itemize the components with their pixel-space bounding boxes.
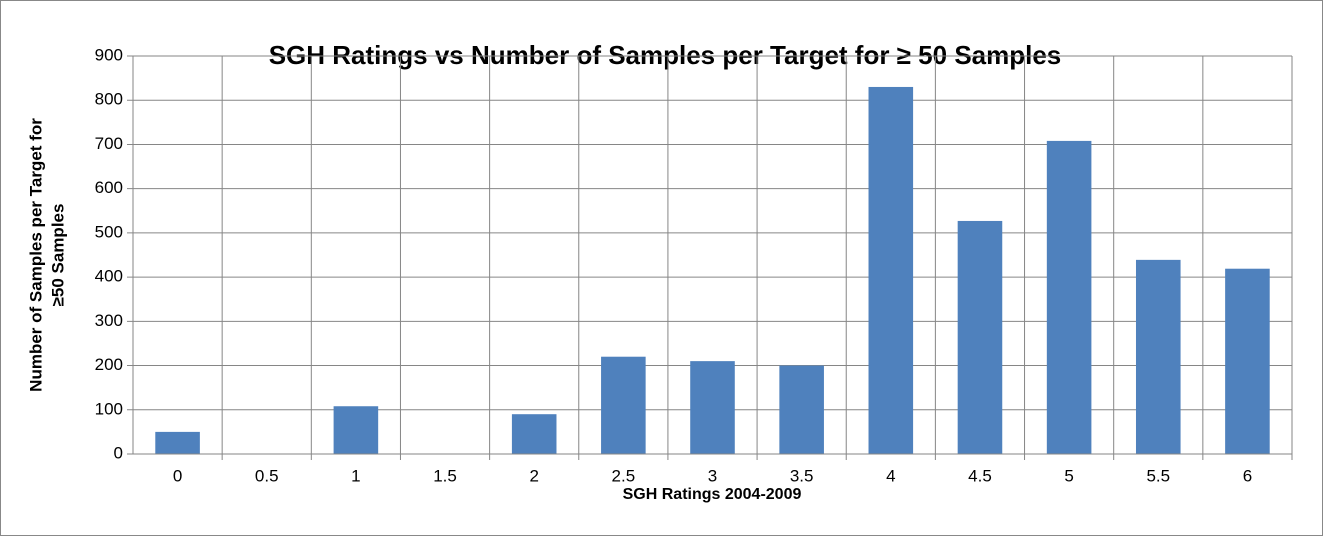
y-tick-label: 500	[95, 222, 123, 241]
x-tick-label: 1	[351, 466, 360, 485]
bar	[1046, 140, 1092, 454]
y-tick-label: 600	[95, 178, 123, 197]
bar	[511, 414, 557, 454]
x-tick-label: 5	[1064, 466, 1073, 485]
y-axis-title-line: ≥50 Samples	[48, 204, 67, 307]
bar	[1225, 268, 1270, 454]
x-tick-label: 0	[173, 466, 182, 485]
bar	[601, 356, 646, 454]
y-axis-title: Number of Samples per Target for ≥50 Sam…	[26, 118, 67, 392]
chart-title: SGH Ratings vs Number of Samples per Tar…	[269, 40, 1062, 70]
y-tick-label: 0	[114, 443, 123, 462]
bar	[690, 361, 735, 454]
x-axis-title: SGH Ratings 2004-2009	[623, 486, 802, 503]
x-tick-label: 0.5	[255, 466, 279, 485]
bar	[868, 86, 914, 454]
x-tick-label: 4	[886, 466, 895, 485]
bar	[333, 406, 379, 454]
x-tick-label: 2.5	[612, 466, 636, 485]
x-tick-label: 4.5	[968, 466, 992, 485]
y-tick-label: 400	[95, 267, 123, 286]
x-tick-label: 3	[708, 466, 717, 485]
x-tick-label: 6	[1243, 466, 1252, 485]
y-tick-label: 900	[95, 45, 123, 64]
x-tick-label: 1.5	[433, 466, 457, 485]
y-axis-title-line: Number of Samples per Target for	[26, 118, 45, 392]
y-tick-label: 300	[95, 311, 123, 330]
bar	[779, 365, 824, 454]
y-tick-label: 200	[95, 355, 123, 374]
bar	[1135, 259, 1181, 454]
y-tick-label: 800	[95, 90, 123, 109]
bar	[957, 220, 1003, 454]
y-tick-label: 700	[95, 134, 123, 153]
x-tick-label: 5.5	[1146, 466, 1170, 485]
y-tick-label: 100	[95, 399, 123, 418]
x-tick-label: 3.5	[790, 466, 814, 485]
x-tick-label: 2	[529, 466, 538, 485]
bar	[155, 431, 200, 454]
